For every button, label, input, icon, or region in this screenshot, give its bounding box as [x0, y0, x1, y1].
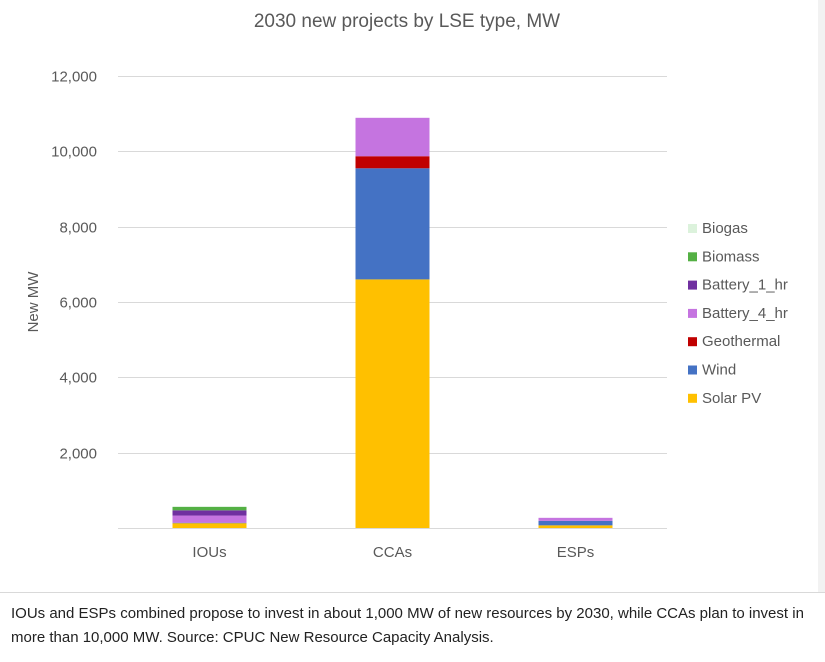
- caption-area: IOUs and ESPs combined propose to invest…: [0, 592, 825, 662]
- x-tick-label: IOUs: [192, 544, 226, 561]
- legend-swatch: [688, 280, 697, 290]
- legend-label: Battery_4_hr: [702, 305, 788, 322]
- x-axis-ticks: IOUs CCAs ESPs: [192, 544, 594, 561]
- bar-segment: [538, 525, 613, 528]
- legend-label: Biogas: [702, 220, 748, 237]
- bar-segment: [172, 506, 247, 511]
- y-tick-label: 8,000: [59, 220, 97, 237]
- y-axis-label: New MW: [25, 271, 42, 333]
- bar-segment: [172, 522, 247, 524]
- bars: [172, 117, 613, 528]
- y-axis-ticks: 2,000 4,000 6,000 8,000 10,000 12,000: [51, 69, 97, 463]
- legend-swatch: [688, 393, 697, 403]
- legend-swatch: [688, 365, 697, 375]
- legend-swatch: [688, 252, 697, 262]
- x-tick-label: ESPs: [557, 544, 595, 561]
- y-tick-label: 10,000: [51, 144, 97, 161]
- bar-segment: [355, 156, 430, 169]
- legend-swatch: [688, 224, 697, 233]
- y-tick-label: 6,000: [59, 295, 97, 312]
- legend-label: Solar PV: [702, 390, 761, 407]
- bar-segment: [172, 506, 247, 507]
- bar-segment: [538, 517, 613, 521]
- x-tick-label: CCAs: [373, 544, 412, 561]
- y-tick-label: 4,000: [59, 370, 97, 387]
- legend-label: Battery_1_hr: [702, 277, 788, 294]
- legend-swatch: [688, 337, 697, 347]
- legend-label: Wind: [702, 362, 736, 379]
- legend-label: Biomass: [702, 248, 760, 265]
- figure-caption: IOUs and ESPs combined propose to invest…: [11, 605, 804, 646]
- legend-swatch: [688, 308, 697, 318]
- frame-edge: [818, 0, 825, 592]
- y-tick-label: 2,000: [59, 446, 97, 463]
- y-tick-label: 12,000: [51, 69, 97, 86]
- bar-segment: [355, 117, 430, 157]
- bar-segment: [172, 523, 247, 528]
- bar-segment: [172, 510, 247, 516]
- legend-label: Geothermal: [702, 333, 780, 350]
- bar-segment: [172, 515, 247, 523]
- legend: Biogas Biomass Battery_1_hr Battery_4_hr Geo…: [688, 220, 788, 407]
- chart-title: 2030 new projects by LSE type, MW: [254, 11, 560, 32]
- bar-segment: [538, 520, 613, 526]
- chart-canvas: 2030 new projects by LSE type, MW 2,000 4…: [25, 11, 788, 561]
- bar-segment: [355, 168, 430, 280]
- bar-segment: [355, 279, 430, 528]
